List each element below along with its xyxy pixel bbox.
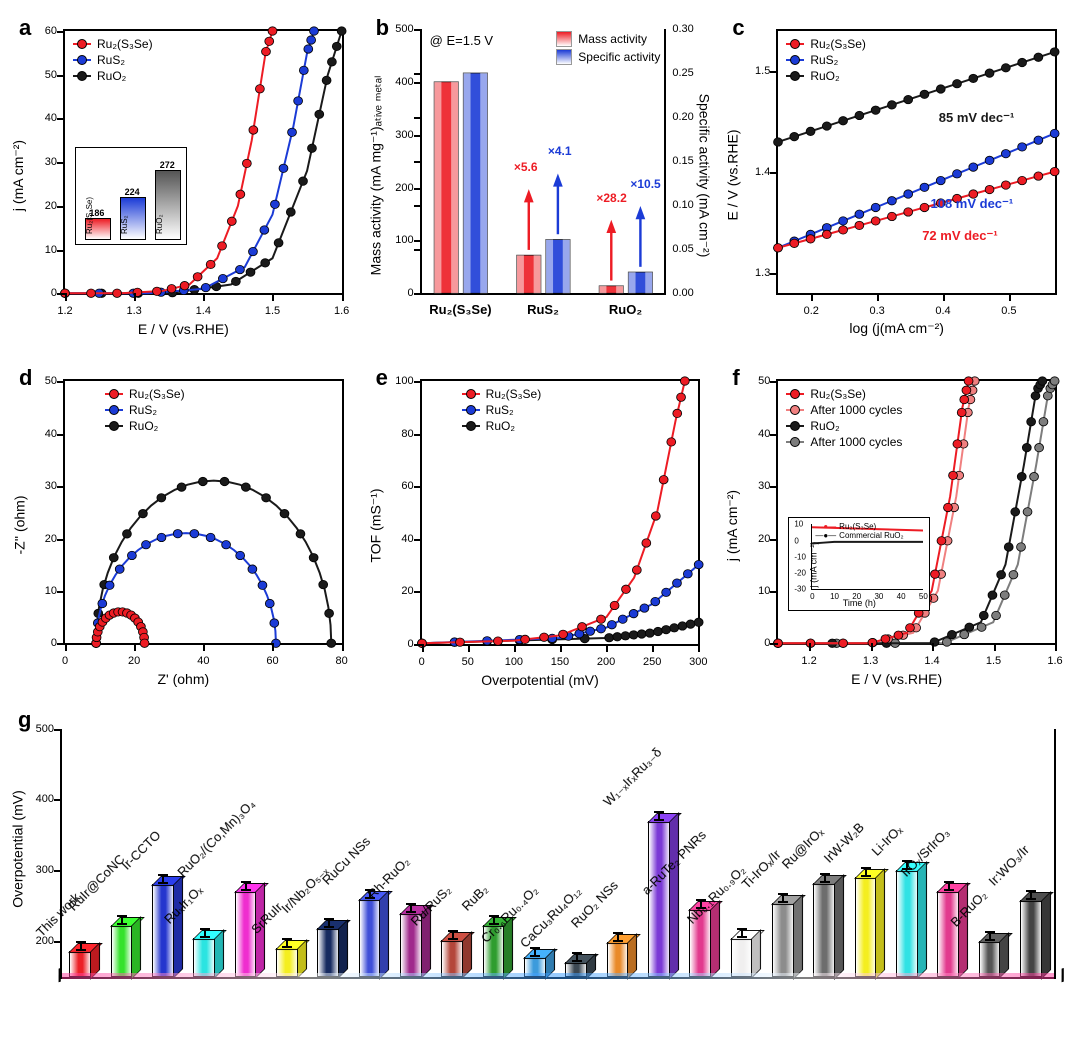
ylabel-f: j (mA cm⁻²) [724, 490, 741, 561]
legend-f-2: After 1000 cycles [810, 403, 902, 417]
panel-g: g 200300400500This workRuIr@CoNCIr-CCTOR… [10, 709, 1070, 1049]
legend-e-1: Ru₂(S₃Se) [486, 387, 542, 401]
inset-a: Ru₂(S₃Se)186RuS₂224RuO₂272 [75, 147, 187, 245]
legend-f-1: Ru₂(S₃Se) [810, 387, 866, 401]
panel-c: c Ru₂(S₃Se) RuS₂ RuO₂ 1.31.41.50.20.30.4… [723, 10, 1070, 340]
ylabel-e: TOF (mS⁻¹) [367, 488, 384, 562]
xlabel-a: E / V (vs.RHE) [11, 321, 356, 337]
axis-break-right: // [1057, 966, 1064, 987]
axes-a: Ru₂(S₃Se) RuS₂ RuO₂ Ru₂(S₃Se)186RuS₂224R… [63, 29, 344, 295]
legend-d-1: Ru₂(S₃Se) [129, 387, 185, 401]
ylabel-d: -Z'' (ohm) [11, 496, 27, 555]
axes-f: Ru₂(S₃Se) After 1000 cycles RuO₂ After 1… [776, 379, 1057, 645]
xlabel-c: log (j(mA cm⁻²) [724, 320, 1069, 337]
legend-f-4: After 1000 cycles [810, 435, 902, 449]
plot-b [422, 29, 665, 293]
ylabel-c: E / V (vs.RHE) [724, 130, 740, 221]
xlabel-e: Overpotential (mV) [368, 672, 713, 688]
ylabel-a: j (mA cm⁻²) [11, 140, 28, 211]
legend-b: Mass activity Specific activity [556, 31, 660, 67]
panel-d: d Ru₂(S₃Se) RuS₂ RuO₂ 010203040500204060… [10, 360, 357, 690]
legend-e: Ru₂(S₃Se) RuS₂ RuO₂ [462, 387, 542, 435]
xlabel-f: E / V (vs.RHE) [724, 671, 1069, 687]
legend-a-2: RuS₂ [97, 53, 125, 67]
axes-c: Ru₂(S₃Se) RuS₂ RuO₂ 1.31.41.50.20.30.40.… [776, 29, 1057, 295]
inset-f: 01020304050-30-20-10010Time (h)j (mA cm⁻… [788, 517, 930, 611]
legend-c: Ru₂(S₃Se) RuS₂ RuO₂ [786, 37, 866, 85]
legend-c-2: RuS₂ [810, 53, 838, 67]
legend-d-2: RuS₂ [129, 403, 157, 417]
legend-f-3: RuO₂ [810, 419, 839, 433]
ylabel-b-right: Specific activity (mA cm⁻²) [696, 93, 713, 257]
legend-a: Ru₂(S₃Se) RuS₂ RuO₂ [73, 37, 153, 85]
legend-d: Ru₂(S₃Se) RuS₂ RuO₂ [105, 387, 185, 435]
legend-e-2: RuS₂ [486, 403, 514, 417]
legend-a-1: Ru₂(S₃Se) [97, 37, 153, 51]
panel-e: e Ru₂(S₃Se) RuS₂ RuO₂ 020406080100050100… [367, 360, 714, 690]
panel-b: b @ E=1.5 V Mass activity Specific activ… [367, 10, 714, 340]
xlabel-d: Z' (ohm) [11, 671, 356, 687]
panel-f: f Ru₂(S₃Se) After 1000 cycles RuO₂ After… [723, 360, 1070, 690]
ylabel-g: Overpotential (mV) [10, 790, 26, 907]
legend-a-3: RuO₂ [97, 69, 126, 83]
legend-f: Ru₂(S₃Se) After 1000 cycles RuO₂ After 1… [786, 387, 902, 451]
legend-d-3: RuO₂ [129, 419, 158, 433]
axes-e: Ru₂(S₃Se) RuS₂ RuO₂ 02040608010005010015… [420, 379, 701, 645]
legend-c-3: RuO₂ [810, 69, 839, 83]
legend-e-3: RuO₂ [486, 419, 515, 433]
legend-b-1: Mass activity [578, 32, 647, 46]
legend-c-1: Ru₂(S₃Se) [810, 37, 866, 51]
ylabel-b-left: Mass activity (mA mg⁻¹)ₐₜᵢᵥₑ ₘₑₜₐₗ [367, 75, 384, 275]
panel-a: a Ru₂(S₃Se) RuS₂ RuO₂ Ru₂(S₃Se)186RuS₂22… [10, 10, 357, 340]
panel-b-title: @ E=1.5 V [430, 33, 493, 48]
legend-b-2: Specific activity [578, 50, 660, 64]
axes-b: @ E=1.5 V Mass activity Specific activit… [420, 29, 667, 295]
axes-d: Ru₂(S₃Se) RuS₂ RuO₂ 01020304050020406080 [63, 379, 344, 645]
axes-g: 200300400500This workRuIr@CoNCIr-CCTORuₓ… [60, 729, 1056, 979]
